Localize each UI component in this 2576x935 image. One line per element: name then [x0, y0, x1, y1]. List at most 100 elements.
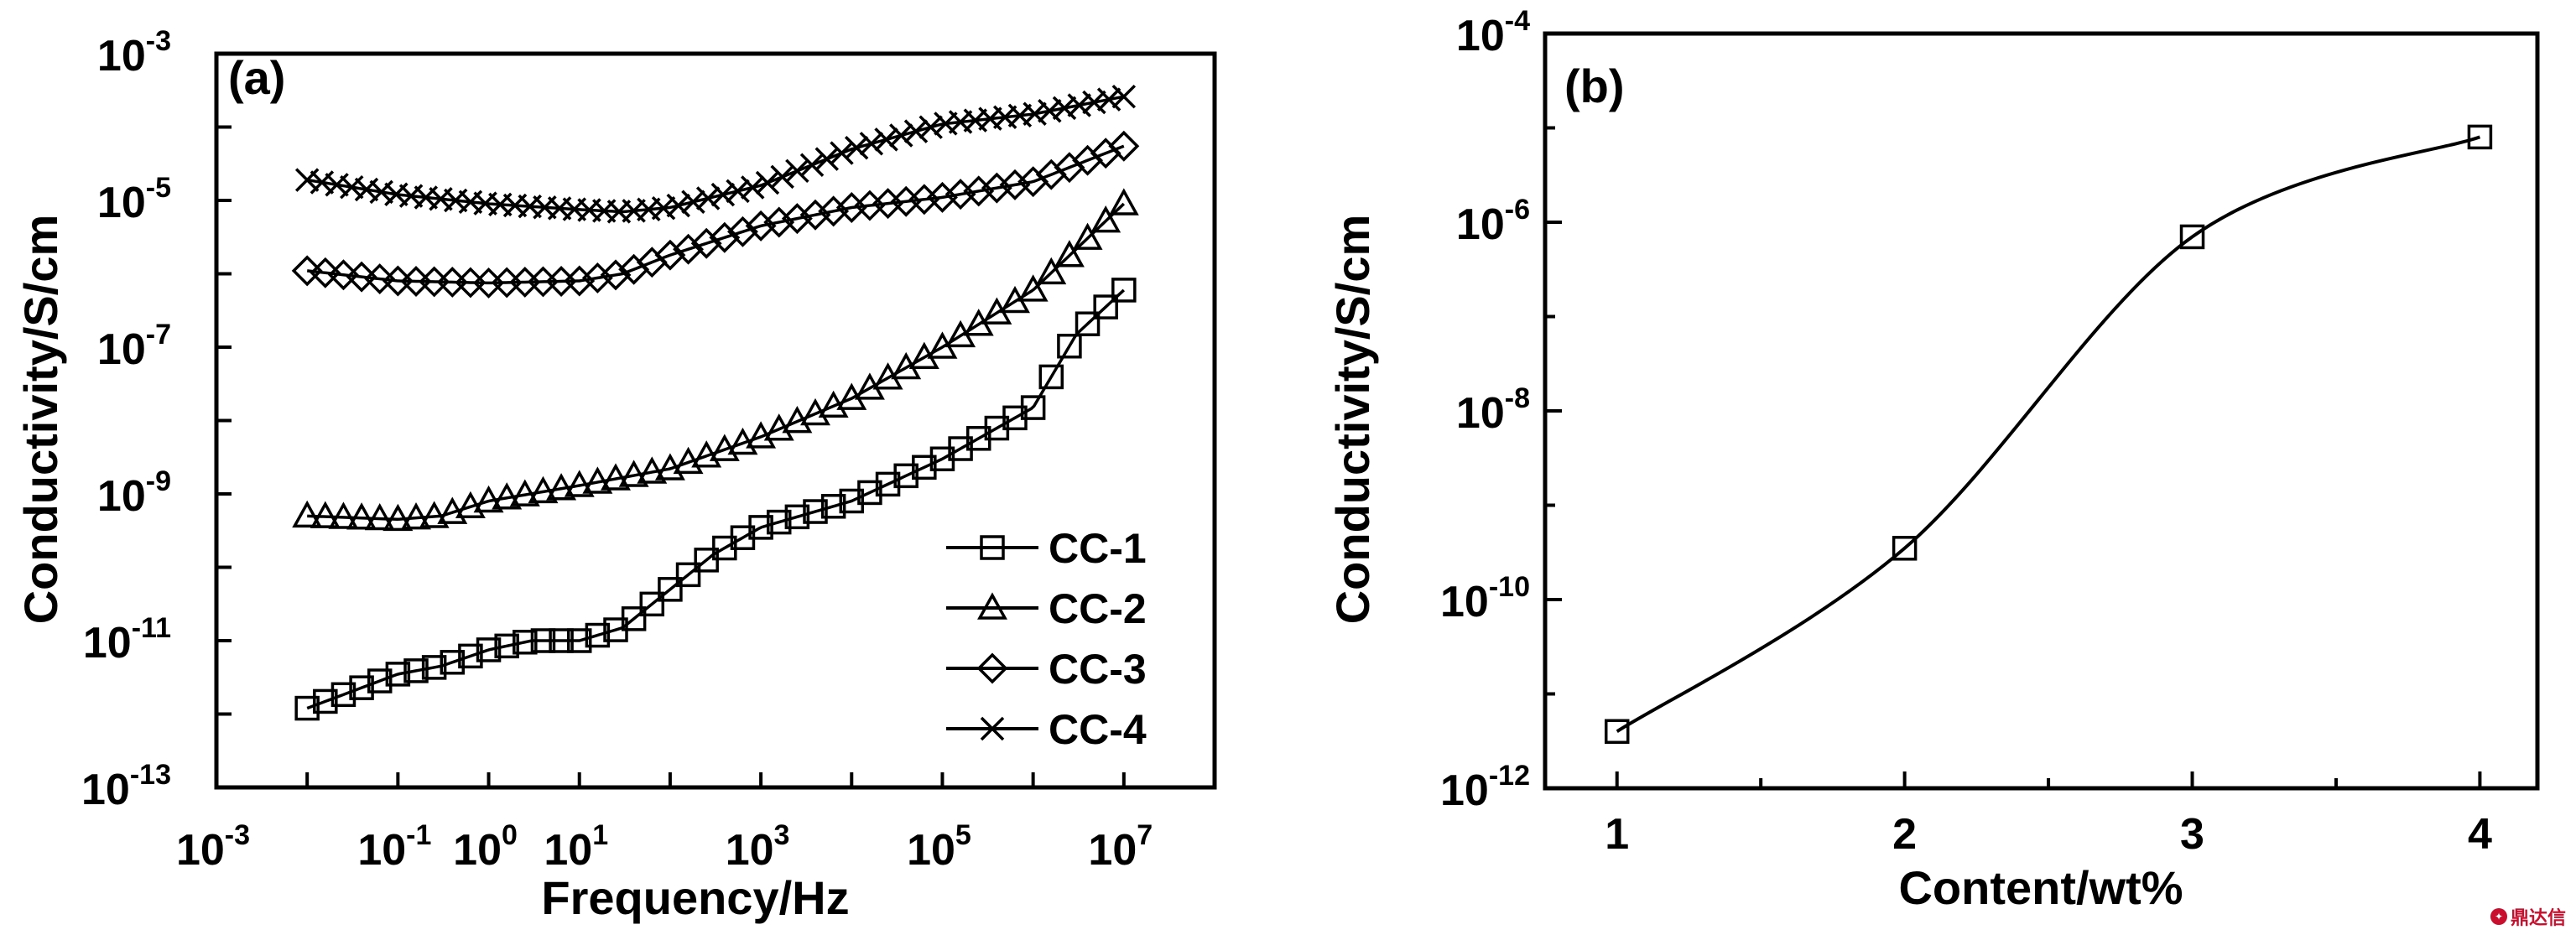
data-point [726, 179, 750, 204]
series-cc-4 [294, 84, 1137, 224]
y-tick-label: 10-10 [1440, 571, 1530, 626]
data-point [421, 655, 447, 680]
data-point [859, 132, 884, 156]
data-point [799, 199, 831, 231]
data-point [803, 499, 828, 524]
data-point [292, 500, 323, 528]
data-point [839, 488, 865, 514]
series-main [1604, 124, 2493, 745]
x-axis-title-b: Content/wt% [1898, 861, 2183, 914]
data-point [546, 473, 577, 501]
data-point [1067, 93, 1091, 117]
data-point [473, 485, 504, 513]
series-line [1616, 135, 2481, 733]
data-point [1108, 188, 1139, 216]
data-point [654, 453, 685, 480]
data-point [346, 261, 377, 293]
data-point [369, 179, 393, 205]
y-tick-label: 10-3 [97, 25, 171, 81]
y-ticks-b: 10-4 10-6 10-8 10-10 10-12 [1440, 5, 1562, 815]
data-point [844, 135, 869, 160]
y-tick-label: 10-9 [97, 465, 171, 521]
x-tick-label: 107 [1088, 819, 1153, 875]
data-point [618, 460, 649, 487]
data-point [903, 119, 929, 143]
series-cc-2 [292, 188, 1139, 532]
data-point [330, 682, 356, 708]
data-point [785, 158, 809, 184]
data-point [310, 170, 335, 195]
data-point [658, 577, 683, 602]
data-point [651, 195, 676, 221]
data-point [637, 456, 668, 484]
legend-a: CC-1 CC-2 CC-3 CC-4 [946, 525, 1147, 753]
x-ticks-a: 10-3 10-1 100 101 103 105 107 [176, 772, 1153, 875]
data-point [963, 175, 995, 207]
data-point [1052, 96, 1077, 121]
data-point [382, 503, 414, 532]
watermark-logo-icon: ✦ [2490, 908, 2507, 925]
data-point [325, 173, 349, 197]
watermark: ✦ 鼎达信 [2490, 903, 2566, 930]
panel-label-b: (b) [1564, 60, 1625, 112]
data-point [1096, 87, 1121, 112]
data-point [1075, 311, 1101, 336]
plot-frame-b [1543, 31, 2540, 791]
legend-label: CC-1 [1049, 525, 1147, 572]
data-point [458, 643, 483, 669]
data-point [582, 466, 613, 494]
data-point [455, 491, 486, 519]
x-ticks-b: 1 2 3 4 [1605, 771, 2492, 859]
data-point [294, 695, 320, 721]
data-point [354, 177, 379, 202]
data-point [1036, 257, 1067, 285]
data-point [857, 480, 882, 506]
data-point [621, 606, 647, 631]
x-axis-title-a: Frequency/Hz [541, 871, 849, 924]
chart-panel-a: (a) Frequency/Hz Conductivity/S/cm 10-3 1… [14, 25, 1217, 924]
data-point [1111, 84, 1137, 109]
data-point [1082, 90, 1106, 115]
data-point [564, 470, 595, 497]
data-point [673, 233, 705, 265]
x-tick-label: 10-1 [357, 819, 431, 875]
series-line [306, 95, 1125, 214]
data-point [1090, 205, 1121, 233]
data-point [340, 174, 364, 200]
data-point [784, 504, 810, 530]
data-point [999, 169, 1031, 200]
legend-item-cc-4: CC-4 [946, 706, 1147, 753]
y-ticks-a: 10-3 10-5 10-7 10-9 10-11 10-13 [81, 25, 232, 814]
data-point [494, 633, 519, 659]
watermark-text: 鼎达信 [2510, 907, 2566, 928]
data-point [328, 501, 359, 529]
y-axis-title-a: Conductivity/S/cm [14, 215, 67, 625]
data-point [509, 479, 540, 506]
data-point [675, 562, 701, 588]
data-point [814, 147, 840, 171]
data-point [549, 628, 574, 653]
data-point [313, 688, 338, 714]
series-line [306, 144, 1125, 285]
y-tick-label: 10-11 [83, 612, 171, 667]
data-point [349, 675, 374, 700]
data-point [1054, 240, 1085, 268]
series-group-a [291, 84, 1140, 721]
legend-item-cc-2: CC-2 [946, 585, 1147, 632]
series-line [306, 288, 1126, 710]
data-point [1017, 274, 1049, 302]
x-tick-label: 2 [1892, 810, 1917, 859]
legend-marker [976, 652, 1008, 684]
data-point [2467, 124, 2493, 150]
legend-label: CC-4 [1049, 706, 1147, 753]
data-point [528, 475, 559, 504]
data-point [919, 115, 943, 139]
series-cc-1 [294, 278, 1137, 721]
data-point [889, 123, 913, 148]
legend-marker [980, 535, 1005, 560]
data-point [385, 662, 411, 687]
data-point [1038, 364, 1064, 390]
legend-label: CC-3 [1049, 646, 1147, 693]
data-point [912, 455, 937, 480]
data-point [364, 502, 395, 531]
